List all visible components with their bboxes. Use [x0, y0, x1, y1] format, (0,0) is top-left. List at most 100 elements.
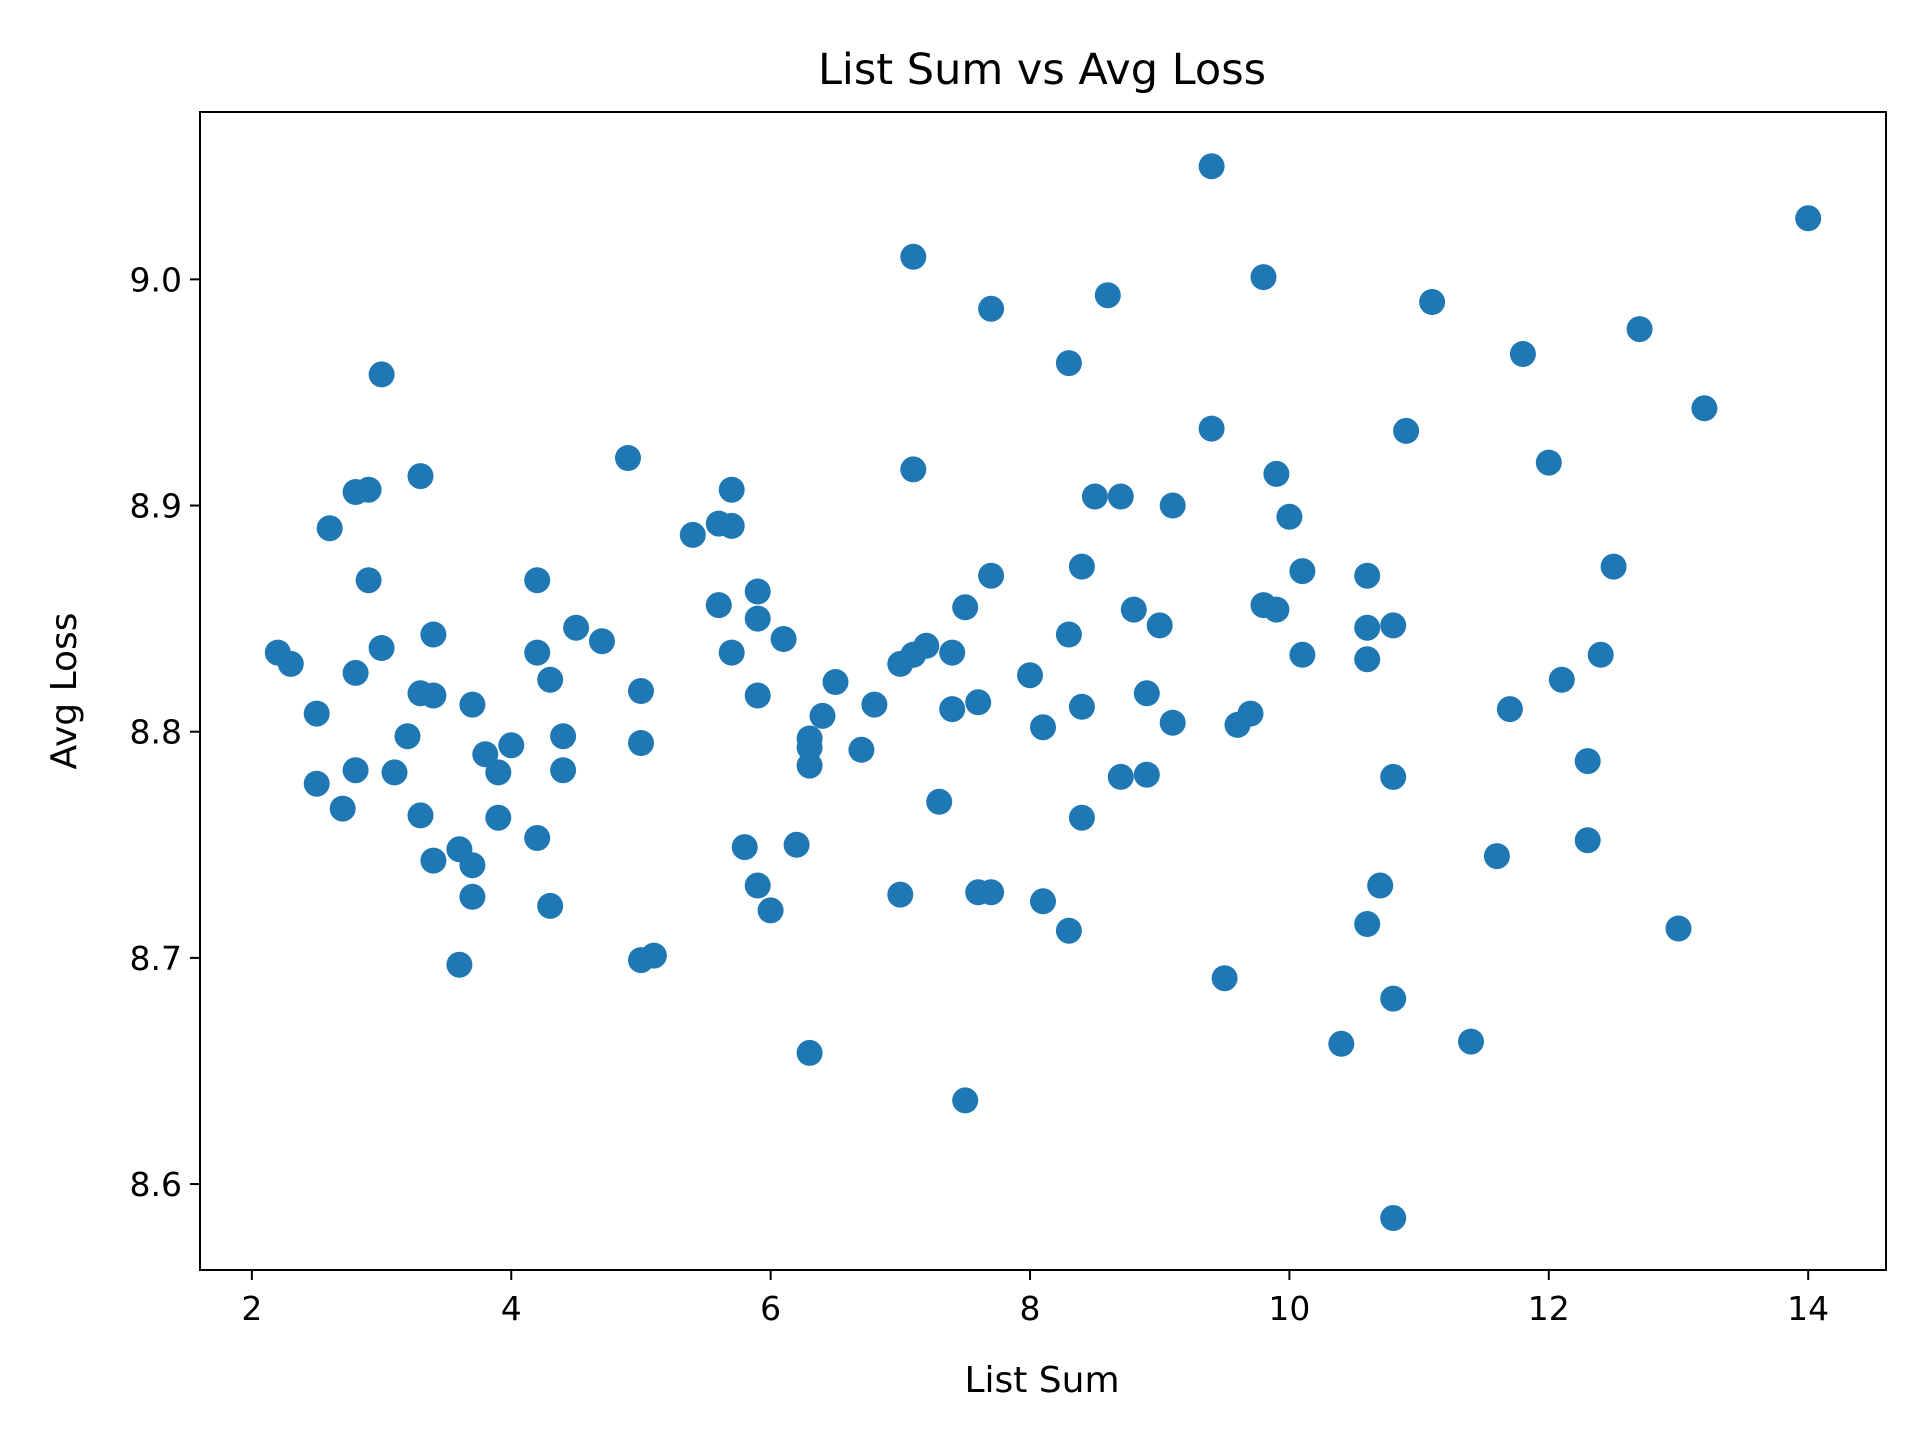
data-point-76 — [952, 1087, 979, 1114]
data-point-20 — [420, 847, 447, 874]
data-point-28 — [485, 804, 512, 831]
data-point-12 — [368, 635, 395, 661]
data-point-123 — [1393, 417, 1420, 444]
data-point-126 — [1483, 843, 1510, 870]
data-point-48 — [718, 512, 745, 539]
data-point-129 — [1535, 449, 1562, 476]
data-point-111 — [1289, 558, 1316, 585]
data-point-10 — [355, 567, 382, 594]
data-point-1 — [277, 650, 304, 677]
data-point-137 — [1691, 395, 1718, 422]
data-point-90 — [1068, 804, 1095, 831]
x-tick-label: 10 — [1268, 1289, 1310, 1328]
data-point-3 — [303, 770, 330, 797]
data-point-27 — [485, 759, 512, 786]
data-point-100 — [1159, 709, 1186, 736]
data-point-80 — [978, 562, 1005, 589]
data-point-32 — [524, 825, 551, 851]
data-point-39 — [615, 445, 641, 471]
data-point-5 — [329, 795, 356, 822]
x-axis-label: List Sum — [964, 1360, 1119, 1401]
data-point-92 — [1094, 282, 1121, 309]
data-point-127 — [1496, 696, 1523, 723]
data-point-15 — [407, 463, 434, 490]
data-point-110 — [1276, 503, 1303, 530]
data-point-88 — [1068, 553, 1095, 580]
data-point-34 — [537, 892, 564, 919]
data-point-31 — [524, 639, 551, 666]
data-point-119 — [1380, 612, 1407, 639]
data-point-93 — [1107, 483, 1134, 510]
y-tick-label: 9.0 — [130, 260, 182, 299]
data-point-64 — [848, 736, 875, 763]
x-tick-label: 2 — [241, 1289, 262, 1328]
data-point-29 — [498, 732, 525, 759]
data-point-116 — [1354, 646, 1381, 673]
x-tick-label: 12 — [1528, 1289, 1570, 1328]
data-point-57 — [783, 831, 810, 858]
data-point-71 — [913, 632, 940, 659]
data-point-120 — [1380, 763, 1407, 790]
y-tick-label: 8.6 — [130, 1165, 182, 1204]
data-point-38 — [589, 628, 615, 655]
data-point-136 — [1665, 915, 1692, 942]
data-point-135 — [1626, 316, 1653, 343]
data-point-51 — [744, 578, 771, 605]
data-point-81 — [978, 879, 1005, 906]
data-point-63 — [822, 669, 849, 695]
data-point-61 — [796, 1039, 823, 1066]
data-point-118 — [1367, 872, 1394, 899]
data-point-98 — [1146, 612, 1173, 639]
data-point-65 — [861, 691, 888, 718]
data-point-60 — [796, 752, 823, 779]
data-point-82 — [1017, 662, 1043, 689]
data-point-33 — [537, 666, 564, 693]
data-point-47 — [718, 476, 745, 503]
data-point-83 — [1030, 714, 1056, 741]
data-point-114 — [1354, 562, 1381, 589]
data-point-13 — [381, 759, 408, 786]
data-point-134 — [1600, 553, 1627, 580]
data-point-130 — [1548, 666, 1575, 693]
data-point-132 — [1574, 827, 1601, 854]
data-point-103 — [1211, 965, 1238, 992]
data-point-4 — [316, 515, 343, 542]
data-point-86 — [1055, 621, 1082, 648]
x-tick-label: 6 — [760, 1289, 781, 1328]
data-point-122 — [1380, 1205, 1407, 1231]
data-point-11 — [368, 361, 395, 388]
data-point-75 — [952, 594, 979, 621]
y-axis-ticks: 8.6 8.7 8.8 8.9 9.0 — [130, 260, 200, 1204]
x-tick-label: 8 — [1020, 1289, 1041, 1328]
data-point-7 — [342, 659, 369, 686]
y-tick-label: 8.7 — [130, 939, 182, 978]
data-point-94 — [1107, 763, 1134, 790]
data-point-108 — [1263, 460, 1290, 487]
data-point-18 — [420, 621, 447, 648]
data-point-44 — [679, 521, 706, 548]
data-point-72 — [926, 788, 953, 815]
data-point-19 — [420, 682, 447, 709]
y-tick-label: 8.9 — [130, 487, 182, 526]
data-point-131 — [1574, 748, 1601, 775]
x-axis-ticks: 2 4 6 8 10 12 14 — [241, 1270, 1829, 1328]
data-point-22 — [446, 951, 473, 978]
data-point-95 — [1120, 596, 1147, 623]
data-point-2 — [303, 700, 330, 727]
data-point-8 — [342, 757, 369, 784]
x-tick-label: 14 — [1787, 1289, 1829, 1328]
data-point-9 — [355, 476, 382, 503]
y-tick-label: 8.8 — [130, 713, 182, 752]
points-layer — [264, 153, 1822, 1231]
data-point-121 — [1380, 985, 1407, 1012]
data-point-133 — [1587, 641, 1614, 668]
data-point-25 — [459, 883, 486, 910]
data-point-62 — [809, 702, 836, 729]
data-point-84 — [1030, 888, 1056, 915]
data-point-113 — [1328, 1030, 1355, 1057]
x-tick-label: 4 — [501, 1289, 522, 1328]
data-point-115 — [1354, 614, 1381, 641]
data-point-112 — [1289, 641, 1316, 668]
data-point-36 — [550, 757, 577, 784]
